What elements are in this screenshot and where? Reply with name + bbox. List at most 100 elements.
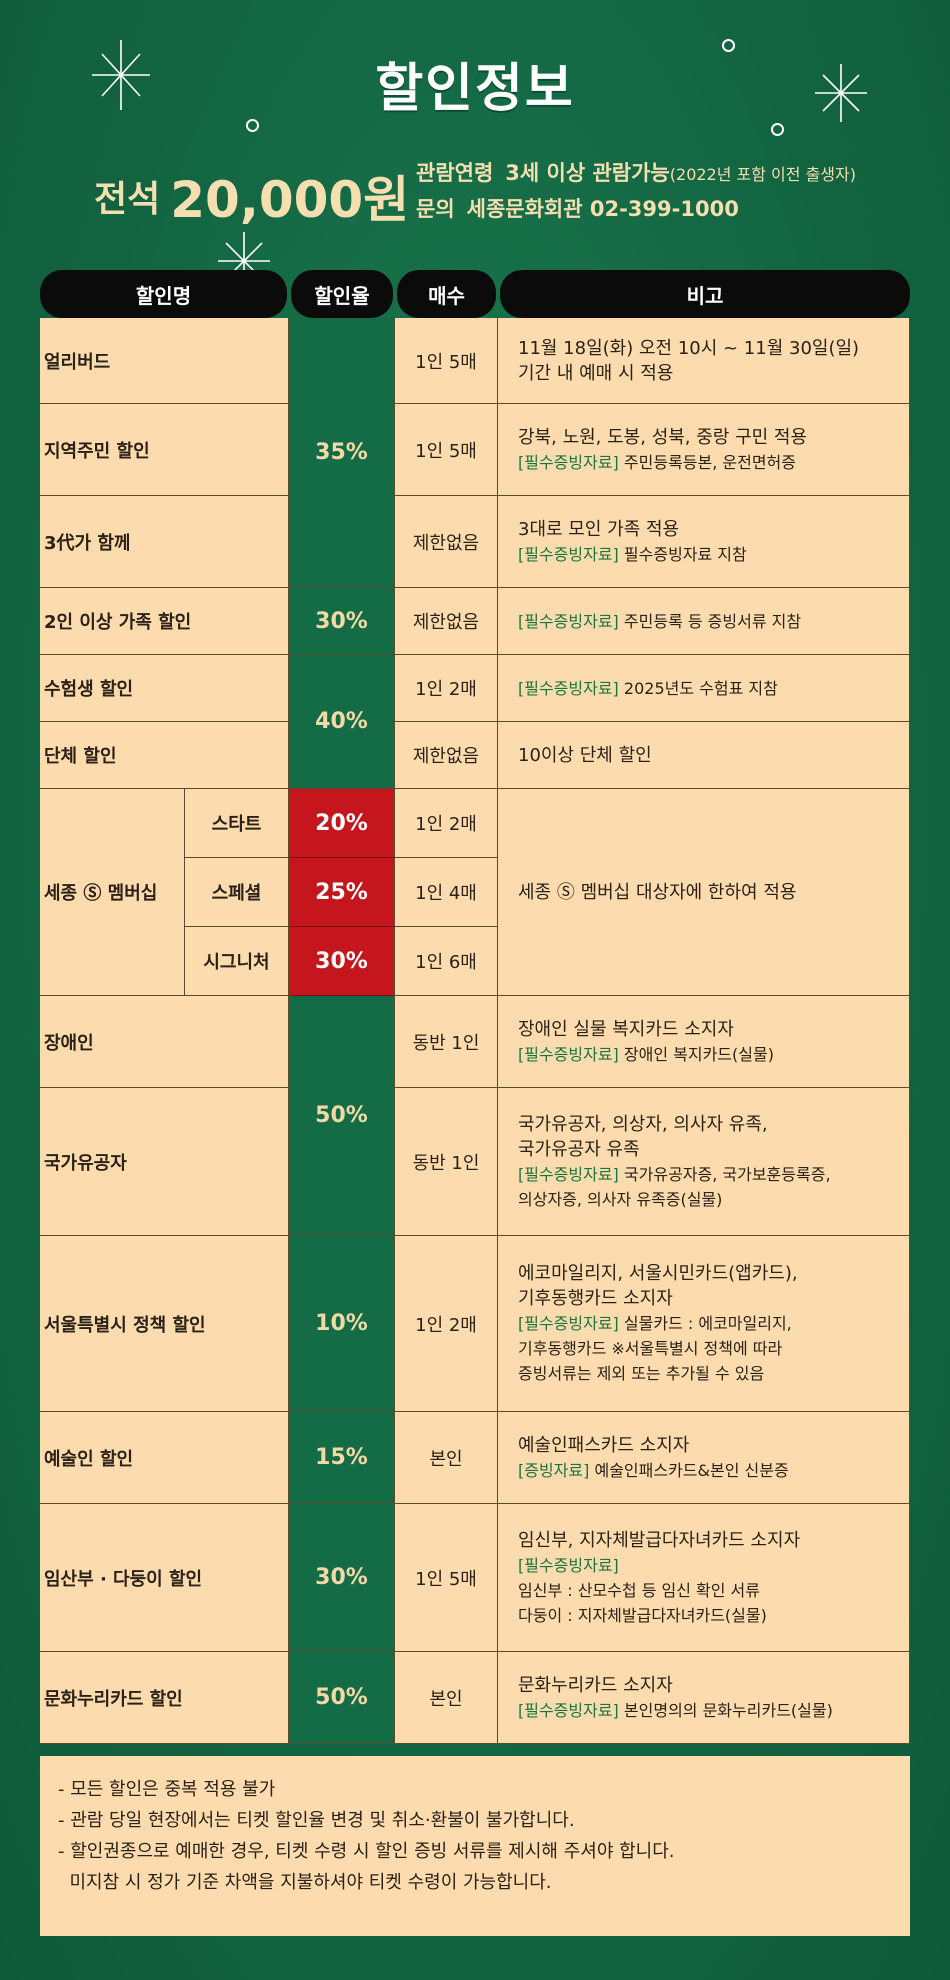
remark-line: 문화누리카드 소지자	[518, 1674, 673, 1696]
remark-line: 다둥이 : 지자체발급다자녀카드(실물)	[518, 1605, 767, 1625]
row-remarks: 3대로 모인 가족 적용 [필수증빙자료] 필수증빙자료 지참	[498, 496, 910, 588]
row-name: 지역주민 할인	[40, 404, 289, 496]
remark-line: 강북, 노원, 도봉, 성북, 중랑 구민 적용	[518, 426, 808, 448]
rate-cell: 30%	[289, 588, 395, 655]
page-title: 할인정보	[375, 59, 575, 119]
rate-cell: 30%	[289, 1504, 395, 1652]
evidence-tag: [필수증빙자료]	[518, 1700, 619, 1720]
row-remarks: 예술인패스카드 소지자 [증빙자료] 예술인패스카드&본인 신분증	[498, 1412, 910, 1504]
rate-cell: 40%	[289, 655, 395, 789]
row-count: 제한없음	[395, 722, 498, 789]
row-remarks: 국가유공자, 의상자, 의사자 유족, 국가유공자 유족 [필수증빙자료] 국가…	[498, 1088, 910, 1236]
evidence-tag: [필수증빙자료]	[518, 1164, 619, 1184]
remark-line: 필수증빙자료 지참	[623, 544, 747, 564]
price-value: 20,000원	[170, 171, 410, 229]
rate-cell: 10%	[289, 1236, 395, 1412]
row-count: 제한없음	[395, 496, 498, 588]
footnotes: - 모든 할인은 중복 적용 불가 - 관람 당일 현장에서는 티켓 할인율 변…	[40, 1756, 910, 1936]
rate-cell: 20%	[289, 789, 395, 858]
contact-value: 세종문화회관 02-399-1000	[466, 197, 739, 221]
remark-line: 실물카드 : 에코마일리지,	[623, 1314, 792, 1333]
row-count: 1인 5매	[395, 318, 498, 404]
remark-line: 국가유공자, 의상자, 의사자 유족,	[518, 1113, 768, 1135]
row-remarks: 10이상 단체 할인	[498, 722, 910, 789]
sparkle-icon	[218, 232, 270, 294]
row-remarks: 문화누리카드 소지자 [필수증빙자료] 본인명의의 문화누리카드(실물)	[498, 1652, 910, 1744]
row-count: 1인 2매	[395, 789, 498, 858]
sparkle-icon	[92, 40, 150, 114]
row-count: 제한없음	[395, 588, 498, 655]
row-count: 1인 2매	[395, 1236, 498, 1412]
row-name: 임산부 · 다둥이 할인	[40, 1504, 289, 1652]
circle-ornament-icon	[771, 123, 784, 136]
evidence-tag: [필수증빙자료]	[518, 544, 619, 564]
remark-line: 기간 내 예매 시 적용	[518, 362, 674, 384]
row-count: 동반 1인	[395, 1088, 498, 1236]
rate-cell: 25%	[289, 858, 395, 927]
row-name: 세종 Ⓢ 멤버십	[40, 789, 185, 996]
row-remarks: 장애인 실물 복지카드 소지자 [필수증빙자료] 장애인 복지카드(실물)	[498, 996, 910, 1088]
remark-line: 국가유공자증, 국가보훈등록증,	[623, 1164, 831, 1184]
age-key: 관람연령	[416, 161, 494, 185]
row-count: 1인 4매	[395, 858, 498, 927]
row-count: 동반 1인	[395, 996, 498, 1088]
rate-cell: 50%	[289, 1652, 395, 1744]
circle-ornament-icon	[722, 39, 735, 52]
remark-line: 장애인 복지카드(실물)	[623, 1044, 774, 1064]
footnote: - 관람 당일 현장에서는 티켓 할인율 변경 및 취소·환불이 불가합니다.	[58, 1810, 575, 1831]
footnote: - 모든 할인은 중복 적용 불가	[58, 1779, 276, 1800]
remark-line: 세종 Ⓢ 멤버십 대상자에 한하여 적용	[518, 881, 797, 903]
remark-line: 기후동행카드 소지자	[518, 1288, 673, 1309]
remark-line: 본인명의의 문화누리카드(실물)	[623, 1700, 833, 1720]
evidence-tag: [필수증빙자료]	[518, 452, 619, 472]
row-name: 2인 이상 가족 할인	[40, 588, 289, 655]
row-count: 1인 2매	[395, 655, 498, 722]
row-remarks: 강북, 노원, 도봉, 성북, 중랑 구민 적용 [필수증빙자료] 주민등록등본…	[498, 404, 910, 496]
remark-line: 증빙서류는 제외 또는 추가될 수 있음	[518, 1364, 765, 1383]
contact-key: 문의	[416, 197, 455, 221]
remark-line: 11월 18일(화) 오전 10시 ~ 11월 30일(일)	[518, 337, 860, 359]
rate-cell: 15%	[289, 1412, 395, 1504]
row-remarks: 세종 Ⓢ 멤버십 대상자에 한하여 적용	[498, 789, 910, 996]
sparkle-icon	[815, 64, 867, 126]
row-remarks: [필수증빙자료] 주민등록 등 증빙서류 지참	[498, 588, 910, 655]
evidence-tag: [증빙자료]	[518, 1460, 590, 1480]
evidence-tag: [필수증빙자료]	[518, 678, 619, 698]
remark-line: 의상자증, 의사자 유족증(실물)	[518, 1189, 723, 1209]
row-count: 1인 5매	[395, 1504, 498, 1652]
row-count: 1인 6매	[395, 927, 498, 996]
remark-line: 2025년도 수험표 지참	[623, 678, 778, 698]
evidence-tag: [필수증빙자료]	[518, 611, 619, 631]
remark-line: 국가유공자 유족	[518, 1138, 640, 1160]
row-count: 1인 5매	[395, 404, 498, 496]
header-discount-rate: 할인율	[291, 270, 393, 318]
row-name: 얼리버드	[40, 318, 289, 404]
header-remarks: 비고	[500, 270, 910, 318]
tier-name: 스페셜	[185, 858, 289, 927]
evidence-tag: [필수증빙자료]	[518, 1555, 619, 1575]
age-note: (2022년 포함 이전 출생자)	[669, 165, 856, 184]
row-name: 예술인 할인	[40, 1412, 289, 1504]
remark-line: 에코마일리지, 서울시민카드(앱카드),	[518, 1263, 798, 1284]
remark-line: 장애인 실물 복지카드 소지자	[518, 1018, 734, 1040]
rate-cell: 50%	[289, 996, 395, 1236]
evidence-tag: [필수증빙자료]	[518, 1044, 619, 1064]
rate-cell: 30%	[289, 927, 395, 996]
price-block: 전석 20,000원	[94, 160, 409, 232]
row-remarks: 11월 18일(화) 오전 10시 ~ 11월 30일(일) 기간 내 예매 시…	[498, 318, 910, 404]
remark-line: 주민등록등본, 운전면허증	[623, 452, 796, 472]
row-name: 장애인	[40, 996, 289, 1088]
circle-ornament-icon	[246, 119, 259, 132]
evidence-tag: [필수증빙자료]	[518, 1314, 619, 1333]
row-count: 본인	[395, 1412, 498, 1504]
row-count: 본인	[395, 1652, 498, 1744]
header-discount-name: 할인명	[40, 270, 287, 318]
header-ticket-count: 매수	[397, 270, 496, 318]
remark-line: 임신부, 지자체발급다자녀카드 소지자	[518, 1529, 801, 1551]
footnote: 미지참 시 정가 기준 차액을 지불하셔야 티켓 수령이 가능합니다.	[58, 1872, 552, 1893]
info-block: 관람연령 3세 이상 관람가능(2022년 포함 이전 출생자) 문의 세종문화회관…	[416, 156, 856, 226]
row-name: 국가유공자	[40, 1088, 289, 1236]
remark-line: 3대로 모인 가족 적용	[518, 518, 680, 540]
remark-line: 임신부 : 산모수첩 등 임신 확인 서류	[518, 1580, 760, 1600]
row-name: 수험생 할인	[40, 655, 289, 722]
